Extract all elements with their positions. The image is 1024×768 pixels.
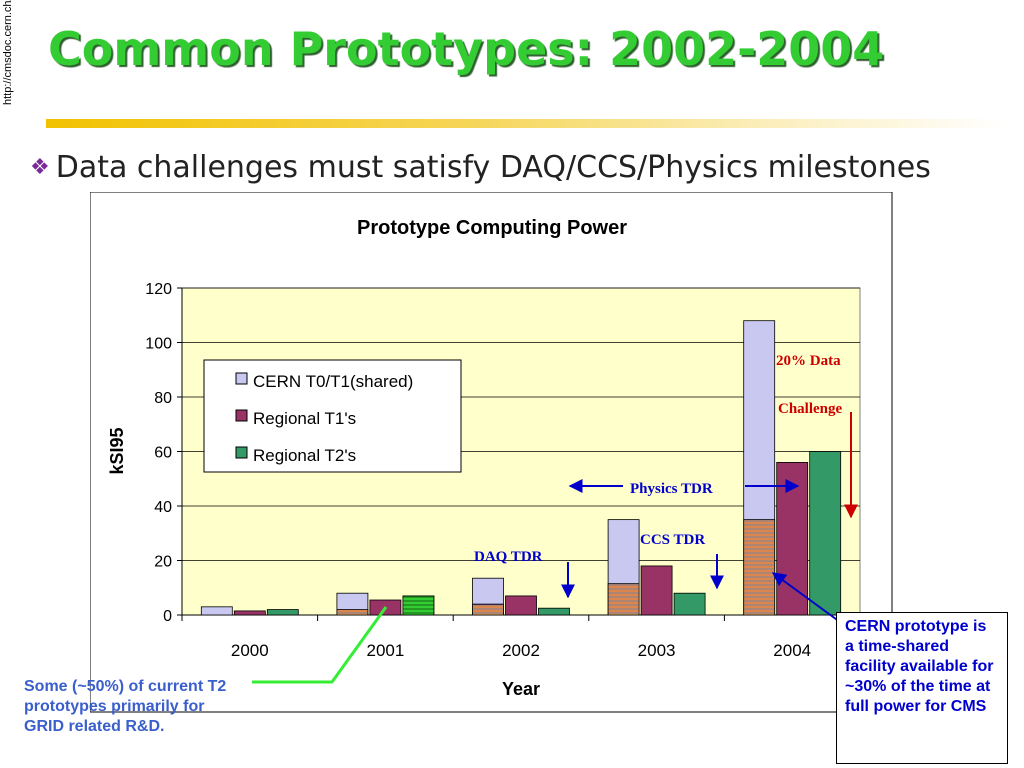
- title-underline: [46, 119, 1006, 128]
- bar-hatched-portion: [607, 583, 640, 616]
- bar-hatched-portion: [336, 609, 369, 616]
- bar-t2: [266, 609, 299, 616]
- bar-hatched-portion: [402, 595, 435, 616]
- bar-hatched-portion: [472, 603, 504, 616]
- legend-label-cern: CERN T0/T1(shared): [253, 372, 413, 391]
- bullet-text: Data challenges must satisfy DAQ/CCS/Phy…: [55, 150, 931, 185]
- bar-t2: [673, 592, 706, 616]
- y-tick-label: 40: [154, 499, 172, 516]
- bar-cern: [200, 606, 233, 616]
- bar-t1: [505, 595, 537, 616]
- x-tick-label: 2001: [366, 641, 404, 660]
- legend-swatch-cern: [235, 372, 248, 385]
- y-tick-label: 60: [154, 445, 172, 462]
- y-tick-label: 120: [145, 281, 172, 298]
- legend-swatch-t1: [235, 409, 248, 422]
- side-footer: http://cmsdoc.cern.ch/cpt/ LCG / PEB 12-…: [2, 0, 24, 765]
- y-tick-label: 100: [145, 336, 172, 353]
- y-tick-label: 20: [154, 554, 172, 571]
- side-footer-text: http://cmsdoc.cern.ch/cpt/ LCG / PEB 12-…: [2, 0, 14, 105]
- bar-t1: [640, 565, 673, 616]
- slide-title: Common Prototypes: 2002-2004: [48, 22, 885, 76]
- diamond-bullet-icon: ❖: [30, 155, 50, 180]
- chart-title: Prototype Computing Power: [357, 217, 627, 239]
- y-axis-label: kSI95: [107, 427, 127, 474]
- bar-t2: [809, 451, 842, 616]
- bar-marks: [200, 320, 842, 616]
- annotations: DAQ TDR CCS TDR Physics TDR 20% Data Cha…: [474, 353, 858, 599]
- y-tick-label: 80: [154, 390, 172, 407]
- bar-t1: [369, 599, 402, 616]
- legend-swatch-t2: [235, 446, 248, 459]
- annotation-data-challenge-1: 20% Data: [776, 353, 841, 369]
- bar-t1: [233, 610, 266, 616]
- y-axis: 0 20 40 60 80 100 120: [145, 281, 183, 625]
- cern-callout: CERN prototype is a time-shared facility…: [836, 612, 1008, 764]
- bar-hatched-portion: [743, 519, 776, 616]
- x-tick-label: 2004: [773, 641, 811, 660]
- annotation-daq-tdr: DAQ TDR: [474, 549, 543, 565]
- y-tick-label: 0: [163, 608, 172, 625]
- annotation-physics-tdr: Physics TDR: [630, 481, 713, 497]
- annotation-data-challenge-2: Challenge: [778, 401, 843, 417]
- computing-power-chart: Prototype Computing Power 0 20 40 60 80 100 12…: [90, 192, 893, 713]
- legend: CERN T0/T1(shared) Regional T1's Regiona…: [203, 359, 462, 473]
- bar-t2: [538, 607, 570, 616]
- x-tick-label: 2003: [638, 641, 676, 660]
- x-axis-label: Year: [502, 679, 540, 699]
- legend-label-t1: Regional T1's: [253, 409, 356, 428]
- bullet-item: ❖ Data challenges must satisfy DAQ/CCS/Ph…: [30, 150, 931, 185]
- t2-callout: Some (~50%) of current T2 prototypes pri…: [24, 678, 227, 735]
- x-tick-label: 2000: [231, 641, 269, 660]
- x-tick-label: 2002: [502, 641, 540, 660]
- legend-label-t2: Regional T2's: [253, 446, 356, 465]
- annotation-ccs-tdr: CCS TDR: [640, 532, 705, 548]
